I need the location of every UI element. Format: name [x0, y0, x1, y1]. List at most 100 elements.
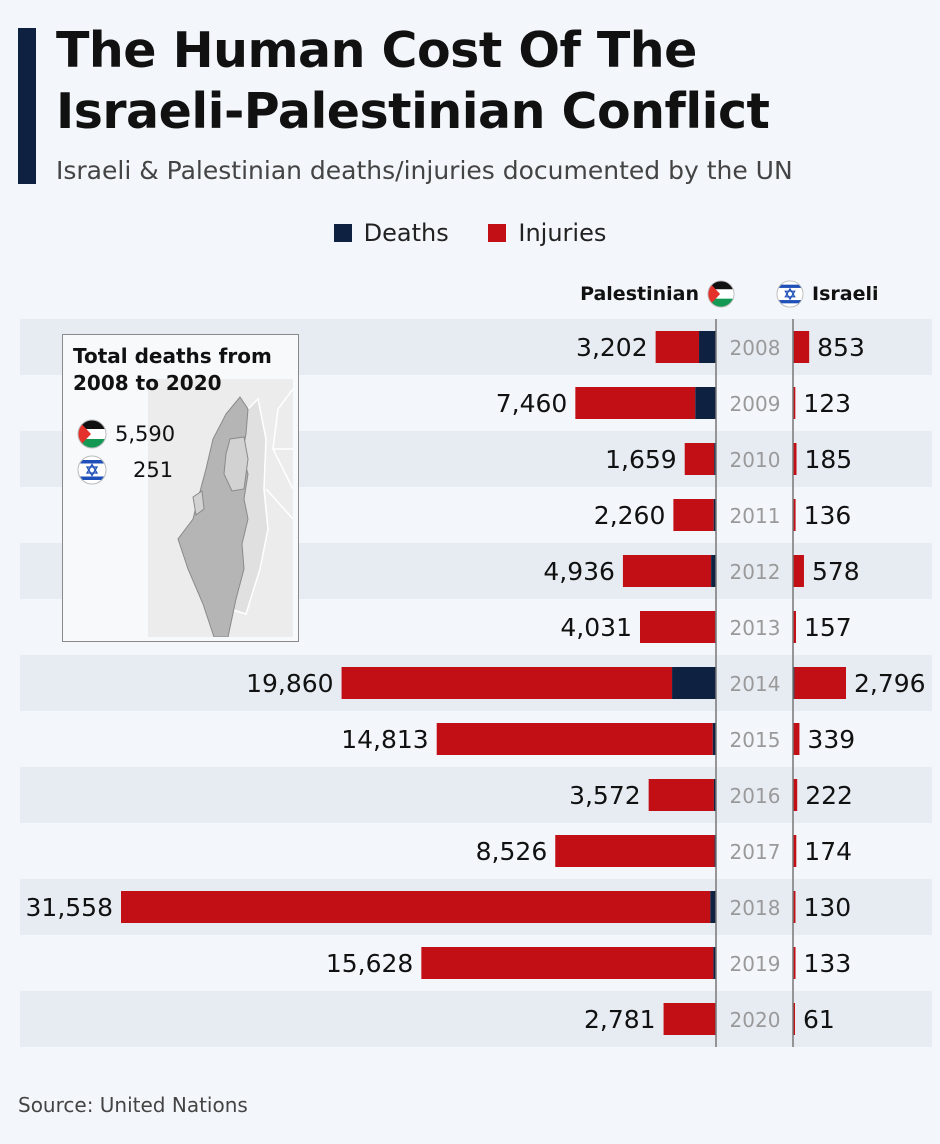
inset-title: Total deaths from 2008 to 2020 [73, 343, 272, 397]
inset-title-line-1: Total deaths from [73, 344, 272, 368]
palestinian-value-label: 2,260 [594, 501, 666, 530]
year-label: 2013 [730, 616, 781, 640]
israeli-injuries-bar [793, 1003, 795, 1035]
palestinian-injuries-bar [684, 443, 715, 475]
column-header-palestinian: Palestinian [580, 280, 735, 308]
palestinian-deaths-bar [712, 723, 716, 755]
palestinian-deaths-bar [713, 779, 716, 811]
israeli-value-label: 130 [803, 893, 851, 922]
year-label: 2019 [730, 952, 781, 976]
inset-palestinian-value: 5,590 [115, 422, 176, 446]
year-label: 2011 [730, 504, 781, 528]
israeli-flag-icon [77, 455, 107, 485]
palestinian-value-label: 31,558 [26, 893, 113, 922]
year-label: 2014 [730, 672, 781, 696]
palestinian-value-label: 4,936 [543, 557, 615, 586]
israeli-injuries-bar [793, 835, 797, 867]
year-label: 2008 [730, 336, 781, 360]
inset-title-line-2: 2008 to 2020 [73, 371, 222, 395]
column-label-israeli: Israeli [812, 283, 879, 305]
legend-label-injuries: Injuries [518, 219, 607, 247]
palestinian-injuries-bar [655, 331, 700, 363]
israeli-injuries-bar [794, 667, 846, 699]
palestinian-injuries-bar [421, 947, 714, 979]
year-label: 2018 [730, 896, 781, 920]
total-deaths-inset: Total deaths from 2008 to 2020 5,590 [62, 334, 299, 642]
year-label: 2012 [730, 560, 781, 584]
year-label: 2020 [730, 1008, 781, 1032]
israeli-injuries-bar [793, 947, 796, 979]
year-label: 2017 [730, 840, 781, 864]
palestinian-deaths-bar [672, 667, 716, 699]
legend-swatch-injuries [488, 224, 507, 242]
page-subtitle: Israeli & Palestinian deaths/injuries do… [56, 156, 793, 185]
palestinian-value-label: 7,460 [496, 389, 568, 418]
palestinian-value-label: 15,628 [326, 949, 413, 978]
israeli-value-label: 222 [805, 781, 853, 810]
palestinian-deaths-bar [713, 947, 716, 979]
palestinian-injuries-bar [663, 1003, 716, 1035]
palestinian-value-label: 4,031 [560, 613, 632, 642]
israeli-injuries-bar [793, 779, 798, 811]
palestinian-deaths-bar [699, 331, 716, 363]
israeli-value-label: 133 [804, 949, 852, 978]
row-stripe [20, 991, 932, 1047]
palestinian-value-label: 2,781 [584, 1005, 656, 1034]
palestinian-value-label: 14,813 [341, 725, 428, 754]
palestinian-injuries-bar [648, 779, 714, 811]
israeli-value-label: 136 [804, 501, 852, 530]
palestinian-injuries-bar [622, 555, 712, 587]
palestinian-injuries-bar [575, 387, 696, 419]
inset-israeli-value: 251 [133, 458, 174, 482]
palestinian-flag-icon [77, 419, 107, 449]
israeli-injuries-bar [793, 387, 796, 419]
israeli-value-label: 174 [804, 837, 852, 866]
israeli-value-label: 853 [817, 333, 865, 362]
palestinian-value-label: 1,659 [605, 445, 677, 474]
year-label: 2015 [730, 728, 781, 752]
israeli-injuries-bar [793, 443, 797, 475]
israeli-value-label: 578 [812, 557, 860, 586]
israeli-flag-icon [776, 280, 804, 308]
year-label: 2016 [730, 784, 781, 808]
israeli-value-label: 157 [804, 613, 852, 642]
year-label: 2010 [730, 448, 781, 472]
palestinian-injuries-bar [436, 723, 713, 755]
israeli-value-label: 61 [803, 1005, 835, 1034]
chart-legend: Deaths Injuries [0, 219, 940, 248]
title-line-1: The Human Cost Of The [56, 22, 697, 79]
palestinian-injuries-bar [341, 667, 673, 699]
palestinian-deaths-bar [714, 443, 716, 475]
column-label-palestinian: Palestinian [580, 283, 699, 305]
row-stripe [20, 767, 932, 823]
palestinian-injuries-bar [121, 891, 711, 923]
legend-label-deaths: Deaths [363, 219, 449, 247]
israeli-injuries-bar [793, 891, 796, 923]
israeli-injuries-bar [793, 611, 796, 643]
israeli-value-label: 123 [803, 389, 851, 418]
palestinian-value-label: 3,572 [569, 781, 641, 810]
israeli-value-label: 185 [805, 445, 853, 474]
palestinian-value-label: 8,526 [476, 837, 548, 866]
israeli-injuries-bar [793, 555, 804, 587]
page-title: The Human Cost Of The Israeli-Palestinia… [56, 20, 916, 142]
inset-palestinian-total: 5,590 [77, 419, 175, 449]
palestinian-flag-icon [707, 280, 735, 308]
inset-israeli-total: 251 [77, 455, 173, 485]
legend-swatch-deaths [333, 224, 352, 242]
palestinian-injuries-bar [639, 611, 716, 643]
legend-item-injuries: Injuries [488, 219, 606, 247]
israeli-injuries-bar [793, 723, 800, 755]
israel-map-icon [148, 379, 293, 637]
legend-item-deaths: Deaths [333, 219, 449, 247]
palestinian-deaths-bar [695, 387, 716, 419]
israeli-value-label: 2,796 [854, 669, 926, 698]
title-accent-bar [18, 28, 36, 184]
israeli-injuries-bar [793, 499, 796, 531]
palestinian-deaths-bar [713, 499, 716, 531]
israeli-injuries-bar [793, 331, 810, 363]
palestinian-injuries-bar [673, 499, 714, 531]
source-note: Source: United Nations [18, 1093, 248, 1117]
palestinian-deaths-bar [710, 891, 716, 923]
